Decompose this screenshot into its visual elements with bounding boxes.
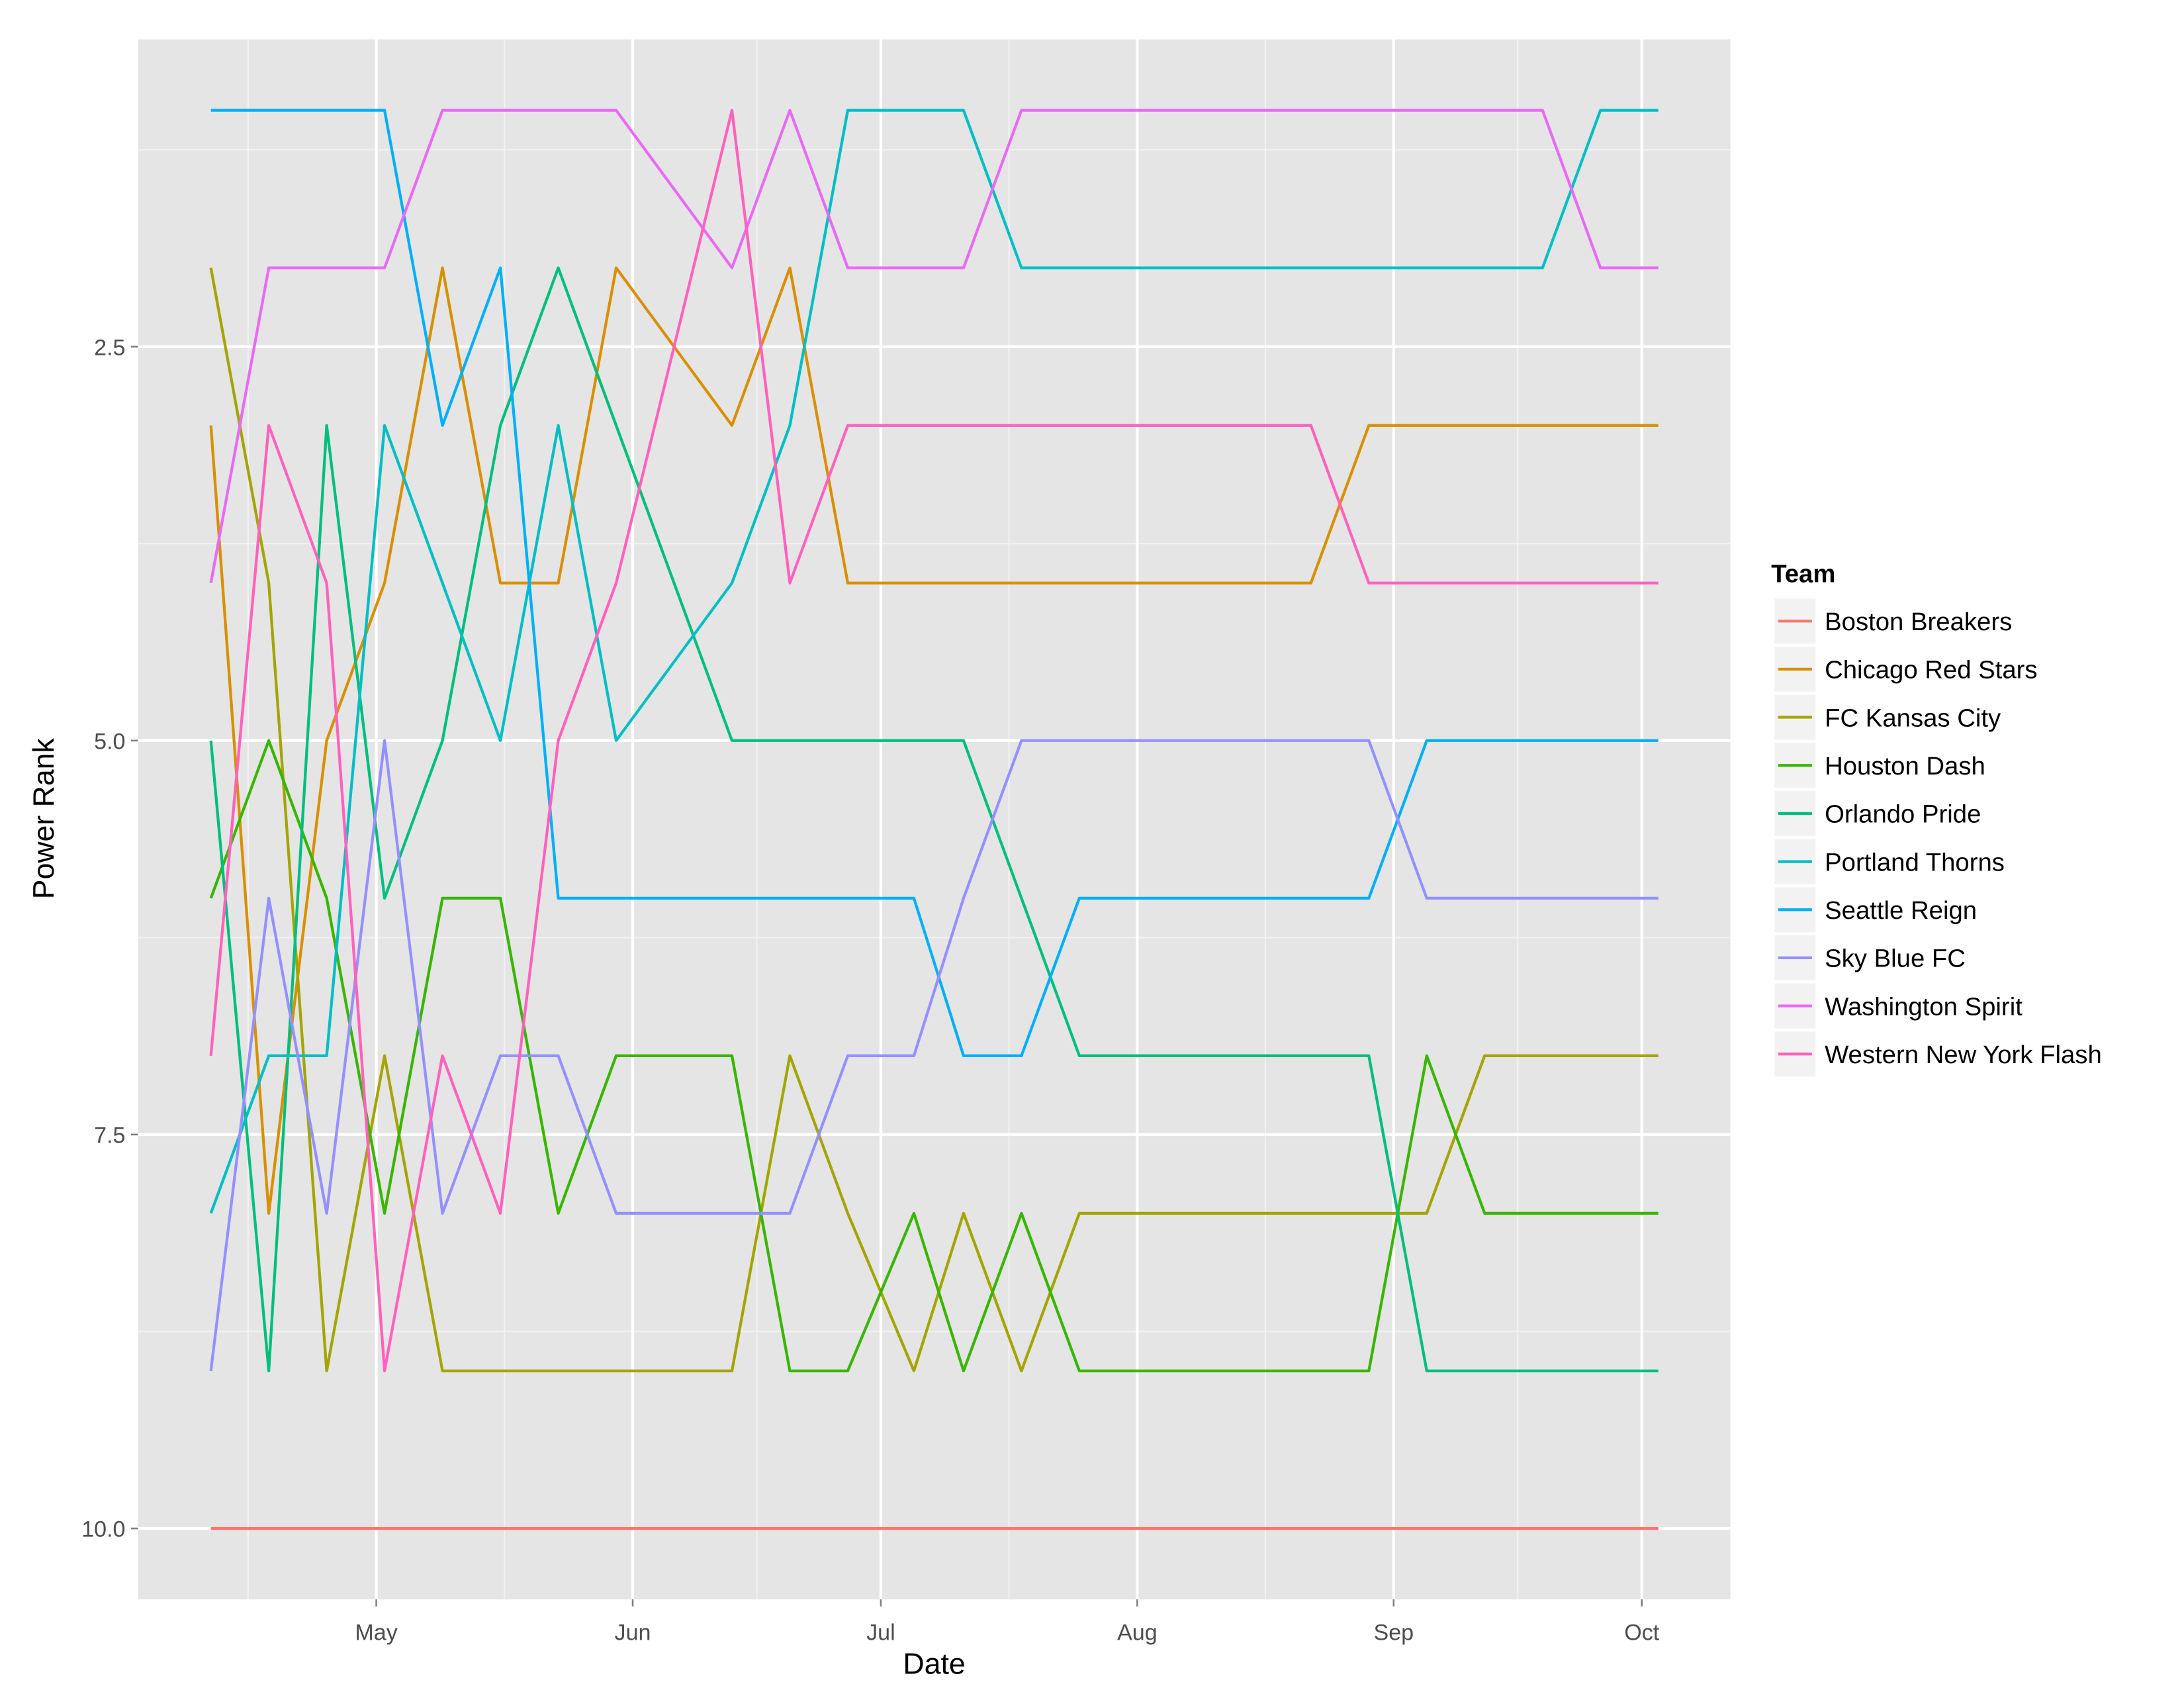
legend-label: Washington Spirit — [1825, 992, 2023, 1021]
series-line — [209, 266, 1659, 1215]
x-tick-label: Jul — [866, 1620, 895, 1646]
x-tick-label: Sep — [1374, 1620, 1414, 1646]
lines — [209, 109, 1659, 1530]
legend-title: Team — [1771, 560, 1835, 588]
legend-label: Portland Thorns — [1825, 848, 2005, 876]
series-line — [209, 109, 1659, 1214]
series-line — [209, 739, 1659, 1372]
series-line — [209, 739, 1659, 1373]
series-line — [209, 109, 1659, 1373]
x-tick-label: Aug — [1117, 1620, 1158, 1646]
legend-label: Western New York Flash — [1825, 1041, 2102, 1069]
x-tick-label: May — [355, 1620, 397, 1646]
legend-label: Sky Blue FC — [1825, 945, 1966, 973]
series-line — [210, 109, 1659, 1058]
y-tick-label: 10.0 — [81, 1517, 125, 1542]
legend: Team Boston Breakers Chicago Red Stars FC … — [1771, 560, 2102, 1078]
series-line — [209, 109, 1659, 584]
legend-label: Orlando Pride — [1825, 800, 1981, 829]
series-line — [209, 266, 1659, 1373]
x-tick-label: Jun — [615, 1620, 651, 1646]
y-tick-label: 2.5 — [94, 335, 125, 360]
y-axis-title: Power Rank — [28, 738, 60, 900]
legend-label: Boston Breakers — [1825, 608, 2012, 636]
x-tick-label: Oct — [1624, 1620, 1660, 1646]
y-tick-label: 7.5 — [94, 1123, 125, 1149]
legend-label: FC Kansas City — [1825, 704, 2001, 732]
y-tick-label: 5.0 — [94, 729, 125, 755]
legend-label: Seattle Reign — [1825, 896, 1977, 925]
x-axis-title: Date — [903, 1648, 965, 1681]
legend-label: Chicago Red Stars — [1825, 656, 2037, 684]
panel — [138, 39, 1731, 1600]
axes: May Jun Jul Aug Sep Oct 2.5 5.0 7.5 10.0 — [81, 335, 1660, 1645]
legend-label: Houston Dash — [1825, 752, 1985, 780]
